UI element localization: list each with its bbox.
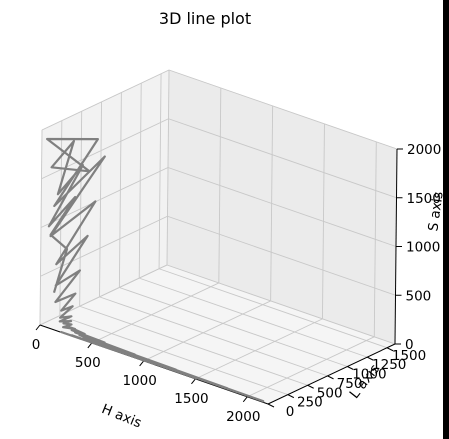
z-tick-label: 500	[406, 288, 432, 304]
y-tick-mark	[267, 403, 275, 408]
y-tick-label: 500	[317, 385, 343, 401]
chart-title: 3D line plot	[159, 9, 251, 28]
grid-line-y-floor	[79, 305, 308, 386]
grid-line-z-left	[41, 69, 170, 131]
x-axis-label: H axis	[99, 401, 143, 431]
z-axis-label: S axis	[425, 191, 446, 233]
grid-line-x-floor	[195, 318, 323, 380]
x-tick-mark	[242, 396, 248, 403]
x-tick-label: 1500	[174, 391, 208, 407]
z-tick-label: 1500	[407, 191, 441, 207]
series-group	[45, 137, 265, 403]
x-tick-label: 500	[75, 355, 101, 371]
x-tick-label: 2000	[226, 409, 260, 425]
window-edge	[443, 0, 449, 439]
grid-line-x-floor	[247, 336, 375, 398]
y-tick-mark	[366, 356, 374, 361]
y-tick-mark	[287, 394, 295, 399]
grid-line-z-back	[168, 69, 398, 150]
grid-line-y-floor	[158, 268, 388, 349]
y-tick-mark	[307, 384, 314, 389]
y-tick-label: 0	[286, 404, 295, 420]
grid-line-z-back	[167, 167, 397, 247]
x-tick-mark	[35, 324, 41, 331]
z-tick-label: 2000	[407, 142, 441, 158]
series-line-0	[45, 137, 265, 403]
y-tick-label: 750	[337, 376, 363, 392]
x-tick-mark	[87, 342, 93, 349]
x-tick-mark	[191, 378, 196, 385]
grid-line-y-floor	[59, 315, 288, 396]
grid-line-z-back	[166, 264, 396, 345]
grid-line-y-floor	[99, 296, 328, 377]
grid-line-x-floor	[91, 282, 220, 344]
x-tick-label: 0	[32, 337, 41, 353]
grid-line-z-left	[39, 264, 168, 326]
grid-line-y-floor	[139, 277, 368, 358]
y-tick-label: 1250	[372, 357, 406, 373]
grid-line-y-floor	[119, 287, 348, 367]
y-tick-mark	[347, 366, 354, 370]
y-tick-mark	[386, 347, 394, 352]
z-tick-label: 0	[405, 337, 414, 353]
y-tick-label: 1000	[352, 367, 386, 383]
grid-line-z-back	[168, 118, 397, 199]
x-tick-mark	[139, 360, 145, 367]
grid-line-x-floor	[143, 300, 271, 362]
y-tick-mark	[327, 375, 334, 380]
y-tick-label: 1500	[392, 348, 426, 364]
x-tick-label: 1000	[122, 373, 156, 389]
y-axis-line	[267, 343, 396, 405]
grid-line-z-back	[167, 215, 396, 296]
z-tick-label: 1000	[406, 240, 440, 256]
y-tick-label: 250	[297, 395, 323, 411]
